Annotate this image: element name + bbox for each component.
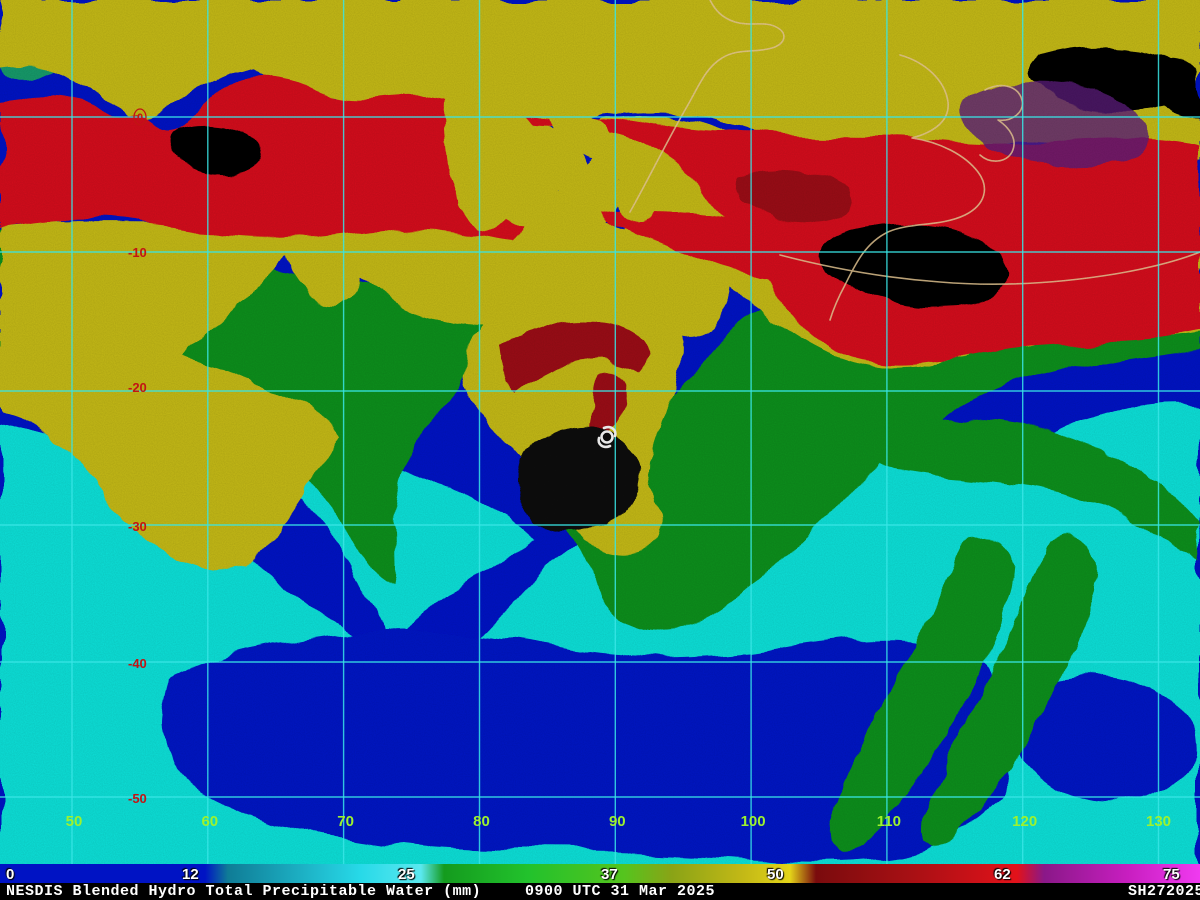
svg-text:-40: -40 [128, 656, 147, 671]
svg-text:110: 110 [877, 813, 901, 830]
svg-text:100: 100 [741, 813, 766, 830]
svg-text:0: 0 [137, 112, 143, 124]
svg-text:-50: -50 [128, 791, 147, 806]
svg-text:120: 120 [1012, 813, 1037, 830]
svg-text:-30: -30 [128, 519, 147, 534]
svg-text:60: 60 [201, 813, 218, 830]
svg-text:50: 50 [66, 813, 83, 830]
svg-text:90: 90 [609, 813, 626, 830]
svg-text:130: 130 [1146, 813, 1171, 830]
svg-text:-20: -20 [128, 380, 147, 395]
svg-text:-10: -10 [128, 245, 147, 260]
svg-text:80: 80 [473, 813, 490, 830]
svg-text:70: 70 [337, 813, 354, 830]
